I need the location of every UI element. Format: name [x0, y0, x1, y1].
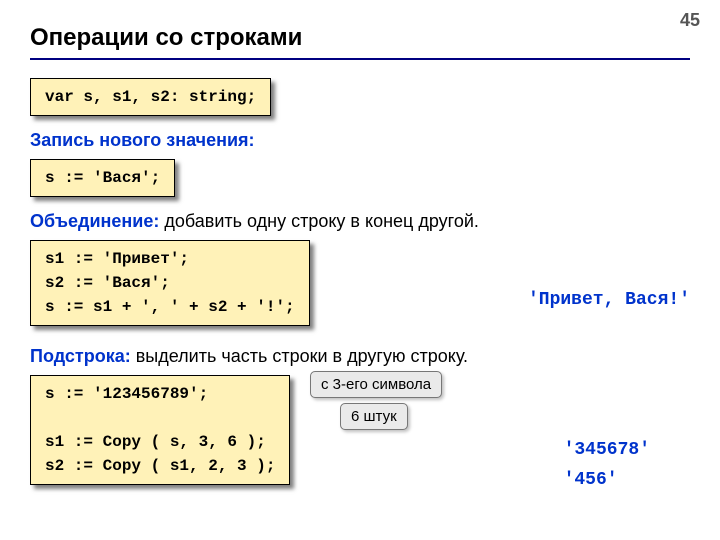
section-concat: Объединение: добавить одну строку в коне… — [30, 211, 690, 232]
code-substr: s := '123456789'; s1 := Copy ( s, 3, 6 )… — [30, 375, 290, 485]
code-declaration: var s, s1, s2: string; — [30, 78, 271, 116]
callout-count: 6 штук — [340, 403, 408, 430]
section-substr: Подстрока: выделить часть строки в другу… — [30, 346, 690, 367]
callout-from-char: с 3-его символа — [310, 371, 442, 398]
result-sub1: '345678' — [564, 440, 650, 460]
code-concat: s1 := 'Привет'; s2 := 'Вася'; s := s1 + … — [30, 240, 310, 326]
result-sub2: '456' — [564, 470, 650, 490]
slide-title: Операции со строками — [30, 24, 690, 52]
page-number: 45 — [680, 10, 700, 31]
title-underline — [30, 58, 690, 60]
section-assign: Запись нового значения: — [30, 130, 690, 151]
result-concat: 'Привет, Вася!' — [528, 290, 690, 310]
code-assign: s := 'Вася'; — [30, 159, 175, 197]
